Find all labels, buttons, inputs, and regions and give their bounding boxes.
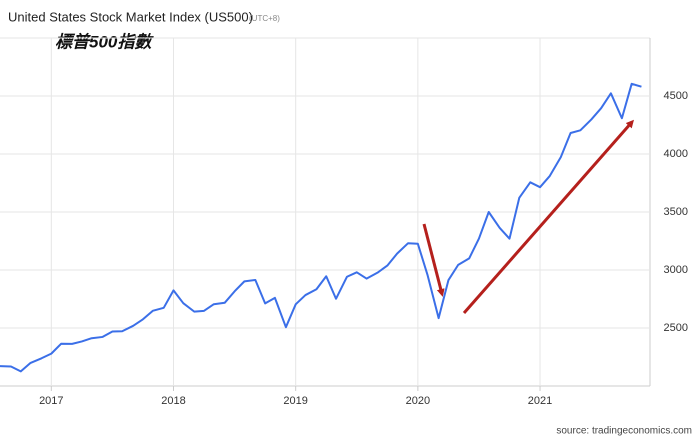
chart-title: United States Stock Market Index (US500) [8,9,253,24]
arrow-up [462,119,634,314]
arrow-down [422,223,445,297]
y-tick-label: 2500 [664,322,688,334]
y-tick-label: 3500 [664,206,688,218]
x-tick-label: 2020 [406,395,430,407]
x-tick-label: 2019 [283,395,307,407]
line [0,82,642,373]
source: source: tradingeconomics.com [556,426,692,437]
chart-subtitle: (UTC+8) [249,14,280,23]
y-tick-label: 4000 [664,148,688,160]
annotation: 標普500指數 [55,32,154,51]
x-tick-label: 2021 [528,395,552,407]
x-tick-label: 2018 [161,395,185,407]
x-tick-label: 2017 [39,395,63,407]
y-tick-label: 3000 [664,264,688,276]
y-tick-label: 4500 [664,90,688,102]
